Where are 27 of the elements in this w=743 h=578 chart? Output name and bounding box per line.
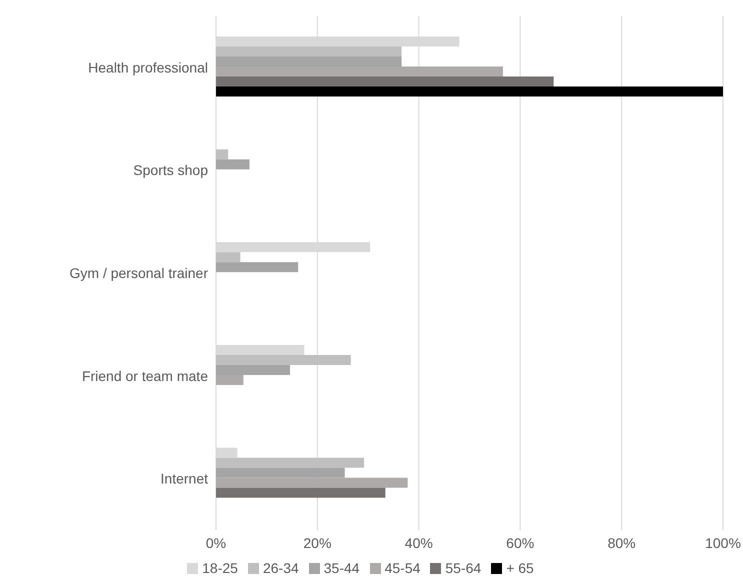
bar (216, 354, 351, 365)
x-tick-label: 100% (705, 534, 741, 551)
y-tick-label: Friend or team mate (82, 368, 208, 384)
y-tick-label: Sports shop (133, 162, 208, 178)
y-tick-label: Health professional (88, 59, 208, 76)
x-tick-label: 40% (404, 534, 433, 551)
legend-label: 35-44 (324, 560, 360, 576)
bar (216, 46, 402, 57)
bar (216, 76, 554, 87)
bar (216, 159, 250, 170)
x-tick-label: 20% (303, 534, 332, 551)
legend-label: 45-54 (384, 560, 420, 576)
x-tick-label: 80% (608, 534, 636, 551)
bar (216, 149, 228, 160)
bar (216, 86, 723, 97)
y-tick-label: Internet (160, 470, 208, 487)
x-tick-label: 0% (206, 534, 226, 551)
bar (216, 252, 240, 262)
bar (216, 458, 364, 468)
bar (216, 488, 386, 498)
legend-label: 55-64 (445, 560, 482, 576)
x-tick-label: 60% (506, 534, 534, 551)
y-tick-label: Gym / personal trainer (70, 264, 208, 281)
bar (216, 262, 298, 272)
legend-label: 26-34 (262, 560, 299, 576)
legend-label: + 65 (506, 560, 534, 576)
legend-label: 18-25 (202, 560, 238, 576)
